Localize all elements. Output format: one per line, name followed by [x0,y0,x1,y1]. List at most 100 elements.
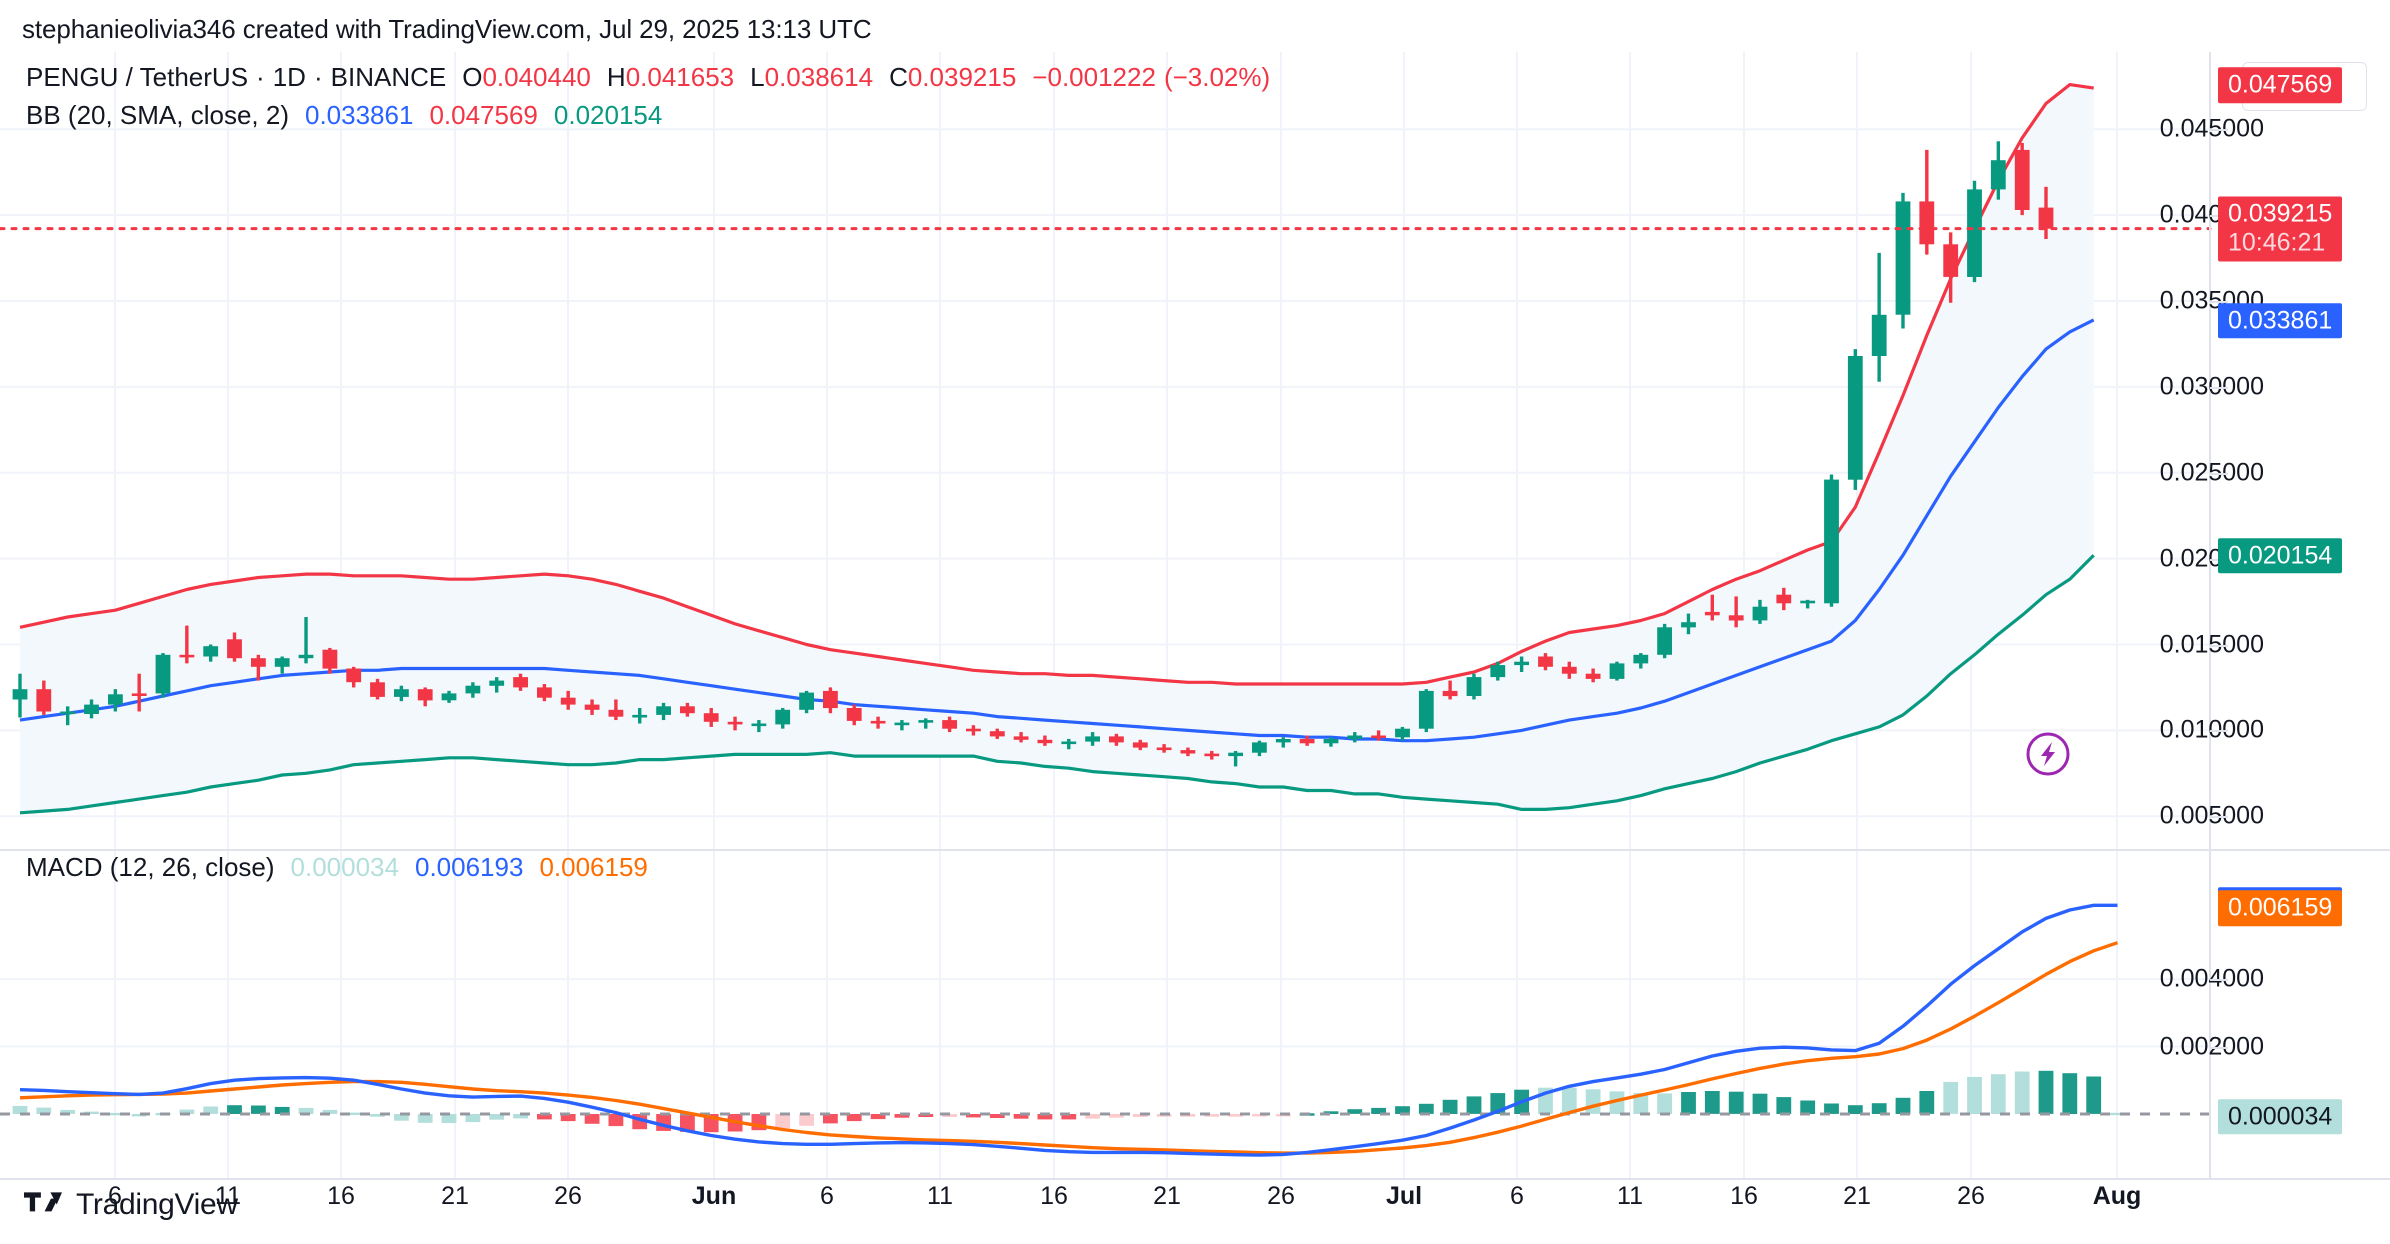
chart-canvas[interactable]: PENGU / TetherUS · 1D · BINANCE O0.040440 H0.0… [0,52,2390,1178]
panel-separator [0,52,2390,1178]
macd-hist-bar [370,1114,385,1117]
macd-hist-bar [298,1107,314,1114]
bb-upper-tag[interactable]: 0.047569 [2218,67,2343,103]
candle-body [203,646,219,657]
macd-hist-bar [131,1114,147,1117]
candle-body [1633,654,1649,664]
macd-hist-bar [1895,1097,1911,1114]
macd-hist-bar [465,1114,481,1123]
time-tick-label: 16 [327,1182,355,1210]
time-tick-label: Jul [1385,1182,1423,1210]
price-axis[interactable]: USDT 0.0450000.0400000.0350000.0300000.0… [2160,52,2390,1178]
candle-body [2038,207,2054,229]
macd-hist-bar [1132,1114,1148,1117]
time-axis[interactable]: 6 11 16 21 26 Jun 6 11 16 21 26 Jul 6 11 16 21 26 Aug [0,1178,2390,1222]
macd-hist-bar [36,1107,52,1114]
macd-hist-bar [2062,1073,2078,1114]
candle-body [1252,742,1267,753]
candle-body [1609,663,1625,679]
macd-hist-bar [179,1109,195,1114]
bollinger-band-fill [20,84,2094,813]
candle-body [966,728,981,732]
bb-basis-tag[interactable]: 0.033861 [2218,302,2343,339]
time-tick-label: 26 [1267,1182,1295,1210]
time-tick-label: 11 [215,1182,241,1210]
candle-body [489,680,505,686]
macd-hist-bar [441,1114,457,1124]
time-tick-label: Jun [691,1182,737,1210]
candle-body [1514,661,1529,666]
macd-lines [19,903,2119,1157]
macd-hist-bar [680,1114,695,1132]
candle-body [1061,741,1077,745]
macd-hist-bar [537,1114,552,1120]
candle-body [1704,611,1720,616]
macd-hist-bar [1919,1091,1935,1114]
time-tick-label: 11 [927,1182,953,1210]
candle-body [227,639,242,659]
candle-body [251,658,266,667]
candle-body [179,654,195,658]
macd-hist-bar [1395,1106,1410,1114]
candle-body [108,694,123,705]
tradingview-brand: TradingView [24,1188,238,1222]
candle-body [1657,627,1672,655]
macd-tick-mark [2210,1046,2228,1049]
macd-hist-bar [1728,1091,1744,1114]
candle-body [1180,750,1196,754]
macd-hist-bar [489,1114,505,1120]
candle-body [1371,735,1386,739]
candle-body [1490,665,1506,678]
candle-body [36,689,52,712]
macd-signal-tag[interactable]: 0.006159 [2218,890,2343,927]
last-price-tag[interactable]: 0.039215 10:46:21 [2218,196,2343,262]
macd-hist-bar [1752,1093,1768,1114]
price-tick-mark [2210,816,2228,819]
time-tick-label: 21 [1153,1182,1181,1210]
macd-hist-tag[interactable]: 0.000034 [2218,1099,2343,1135]
time-axis-border [0,1178,2390,1180]
candle-body [870,720,886,724]
candle-body [656,706,671,715]
candle-body [1967,189,1982,277]
macd-hist-bar [2086,1076,2102,1114]
price-tick-label: 0.010000 [2159,715,2264,744]
time-tick-label: 16 [1040,1182,1068,1210]
macd-hist-bar [1085,1114,1100,1119]
candle-body [632,714,648,718]
macd-hist-bar [1800,1100,1816,1114]
candle-body [1990,160,2006,190]
candle-body [394,689,409,697]
lightning-bolt-icon [2026,732,2070,776]
time-tick-label: Aug [2092,1182,2142,1210]
macd-hist-bar [1323,1111,1339,1114]
candle-body [1013,736,1029,740]
macd-hist-bar [1847,1105,1863,1114]
candle-body [370,682,385,697]
macd-hist-bar [966,1114,981,1118]
macd-hist-bar [1037,1114,1053,1120]
bb-lower-tag[interactable]: 0.020154 [2218,538,2343,574]
candle-body [513,677,528,688]
macd-hist-bar [1204,1114,1220,1117]
macd-hist-bar [513,1114,528,1119]
candle-body [1156,747,1172,751]
macd-hist-bar [608,1114,624,1127]
macd-hist-bar [322,1109,338,1114]
macd-hist-bar [1252,1114,1267,1117]
candle-body [1037,739,1053,744]
macd-hist-bar [846,1114,862,1122]
macd-hist-bar [394,1114,409,1121]
macd-hist-bar [60,1109,76,1114]
candle-body [60,711,76,715]
macd-hist-bar [894,1114,910,1118]
candle-body [537,687,552,698]
candle-body [1538,656,1553,667]
macd-hist-bar [918,1114,934,1117]
candle-body [1418,690,1434,729]
candle-body [12,689,28,700]
macd-hist-bar [1657,1093,1672,1114]
macd-hist-bar [989,1114,1005,1118]
time-tick-label: 16 [1730,1182,1758,1210]
candle-body [918,720,934,723]
